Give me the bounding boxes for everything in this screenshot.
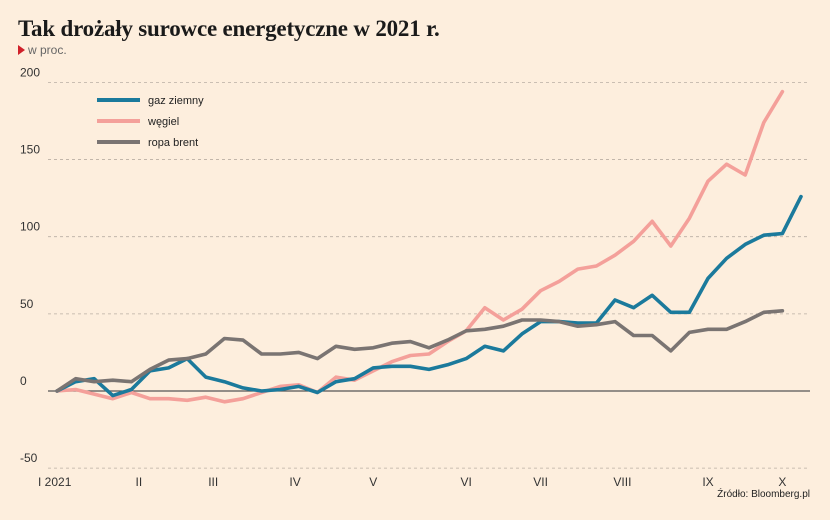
x-tick-label: IX [702,475,713,489]
x-tick-label: I 2021 [38,475,72,489]
series-line-brent [55,308,785,393]
y-tick-label: 150 [20,143,40,157]
y-tick-label: 100 [20,220,40,234]
y-tick-label: 50 [20,297,34,311]
x-tick-label: X [778,475,786,489]
x-tick-label: VIII [613,475,631,489]
x-tick-label: IV [289,475,300,489]
x-tick-label: VII [533,475,548,489]
red-triangle-icon [18,45,25,55]
x-tick-label: II [136,475,143,489]
legend: gaz ziemny węgiel ropa brent [97,95,204,149]
legend-label: węgiel [147,116,179,128]
legend-label: gaz ziemny [148,95,204,107]
x-axis-ticks: I 2021 II III IV V VI VII VIII IX X [38,475,786,489]
legend-label: ropa brent [148,137,198,149]
y-axis-ticks: -50 0 50 100 150 200 [20,65,40,465]
grid-lines [48,82,810,469]
y-tick-label: 200 [20,65,40,79]
y-tick-label: 0 [20,374,27,388]
x-tick-label: III [208,475,218,489]
chart-subtitle: w proc. [18,43,67,57]
unit-label: w proc. [28,43,67,57]
source-note: Źródło: Bloomberg.pl [717,489,810,500]
chart-title: Tak drożały surowce energetyczne w 2021 … [18,16,440,41]
series-line-coal [55,89,785,404]
series-lines [55,89,803,404]
y-tick-label: -50 [20,451,38,465]
x-tick-label: VI [461,475,472,489]
x-tick-label: V [369,475,377,489]
series-line-gas [55,194,803,398]
